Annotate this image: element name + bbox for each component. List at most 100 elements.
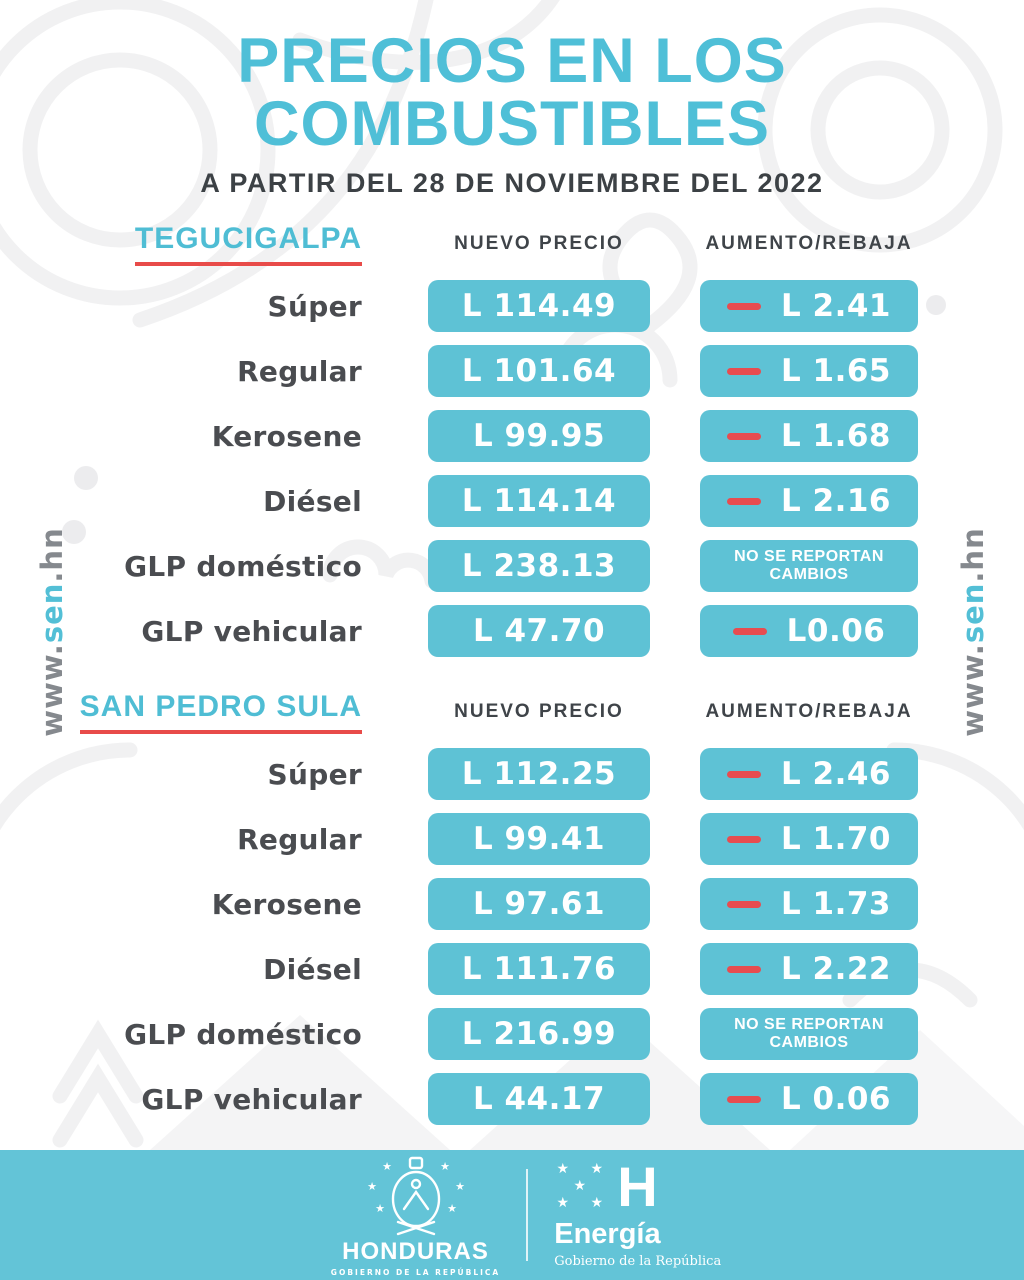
fuel-label: GLP vehicular — [141, 1082, 362, 1116]
honduras-logo: ★ ★ ★ ★ ★ ★ HONDURAS — [331, 1154, 500, 1277]
price-value: L 238.13 — [461, 548, 617, 584]
change-badge: L 1.68 — [700, 410, 918, 462]
change-badge: L 2.22 — [700, 943, 918, 995]
h-brand-letter: H — [617, 1154, 658, 1218]
fuel-row-glp-domestico: GLP doméstico L 238.13 NO SE REPORTAN CAM… — [0, 540, 1024, 592]
fuel-row-glp-domestico: GLP doméstico L 216.99 NO SE REPORTAN CAM… — [0, 1008, 1024, 1060]
fuel-label: Diésel — [263, 952, 362, 986]
section-header-row: SAN PEDRO SULA NUEVO PRECIO AUMENTO/REBA… — [0, 690, 1024, 734]
fuel-label: Kerosene — [211, 887, 362, 921]
price-value: L 112.25 — [461, 756, 617, 792]
page-title-line1: PRECIOS EN LOS — [237, 26, 787, 96]
price-rows: Súper L 112.25 L 2.46 Regular L 99.41 L … — [0, 748, 1024, 1125]
fuel-row-super: Súper L 114.49 L 2.41 — [0, 280, 1024, 332]
fuel-label: Kerosene — [211, 419, 362, 453]
no-change-line1: NO SE REPORTAN — [734, 548, 884, 566]
price-badge: L 101.64 — [428, 345, 650, 397]
decrease-dash-icon — [726, 367, 761, 375]
change-value: L 1.73 — [780, 886, 892, 922]
decrease-dash-icon — [726, 835, 761, 843]
svg-text:★: ★ — [367, 1180, 377, 1193]
fuel-row-kerosene: Kerosene L 99.95 L 1.68 — [0, 410, 1024, 462]
change-value: L 2.46 — [780, 756, 892, 792]
price-value: L 97.61 — [472, 886, 606, 922]
change-badge: L 1.70 — [700, 813, 918, 865]
price-value: L 114.14 — [461, 483, 617, 519]
price-value: L 44.17 — [472, 1081, 606, 1117]
price-badge: L 44.17 — [428, 1073, 650, 1125]
section-header-row: TEGUCIGALPA NUEVO PRECIO AUMENTO/REBAJA — [0, 222, 1024, 266]
fuel-row-glp-vehicular: GLP vehicular L 44.17 L 0.06 — [0, 1073, 1024, 1125]
price-value: L 114.49 — [461, 288, 617, 324]
section-tegucigalpa: TEGUCIGALPA NUEVO PRECIO AUMENTO/REBAJA … — [0, 222, 1024, 657]
decrease-dash-icon — [726, 900, 761, 908]
fuel-label: GLP doméstico — [124, 1017, 362, 1051]
honduras-label: HONDURAS — [342, 1237, 489, 1265]
price-value: L 101.64 — [461, 353, 617, 389]
decrease-dash-icon — [732, 627, 767, 635]
decrease-dash-icon — [726, 302, 761, 310]
svg-text:★: ★ — [382, 1160, 392, 1173]
price-value: L 99.95 — [472, 418, 606, 454]
five-stars-icon: ★ ★ ★ ★ ★ — [556, 1161, 604, 1211]
energia-label: Energía — [554, 1218, 661, 1250]
column-header-change: AUMENTO/REBAJA — [705, 701, 913, 722]
change-badge: L0.06 — [700, 605, 918, 657]
change-value: L 1.68 — [780, 418, 892, 454]
price-badge: L 112.25 — [428, 748, 650, 800]
change-value: L 0.06 — [780, 1081, 892, 1117]
honduras-caption: GOBIERNO DE LA REPÚBLICA — [330, 1267, 501, 1277]
svg-text:★: ★ — [447, 1202, 457, 1215]
price-badge: L 47.70 — [428, 605, 650, 657]
fuel-label: Súper — [267, 757, 362, 791]
change-badge: L 2.41 — [700, 280, 918, 332]
column-header-change: AUMENTO/REBAJA — [705, 233, 913, 254]
city-heading: SAN PEDRO SULA — [79, 690, 362, 734]
effective-date-subtitle: A PARTIR DEL 28 DE NOVIEMBRE DEL 2022 — [200, 168, 824, 198]
column-header-new-price: NUEVO PRECIO — [454, 701, 624, 722]
change-value: L 2.41 — [780, 288, 892, 324]
fuel-label: Regular — [237, 354, 362, 388]
section-san-pedro-sula: SAN PEDRO SULA NUEVO PRECIO AUMENTO/REBA… — [0, 690, 1024, 1125]
change-value: L 1.70 — [780, 821, 892, 857]
fuel-label: Súper — [267, 289, 362, 323]
fuel-label: Diésel — [263, 484, 362, 518]
price-badge: L 114.49 — [428, 280, 650, 332]
footer-divider — [526, 1169, 529, 1261]
energia-caption: Gobierno de la República — [554, 1254, 722, 1269]
price-badge: L 216.99 — [428, 1008, 650, 1060]
price-value: L 47.70 — [472, 613, 606, 649]
fuel-row-kerosene: Kerosene L 97.61 L 1.73 — [0, 878, 1024, 930]
fuel-label: GLP vehicular — [141, 614, 362, 648]
fuel-row-regular: Regular L 101.64 L 1.65 — [0, 345, 1024, 397]
fuel-row-super: Súper L 112.25 L 2.46 — [0, 748, 1024, 800]
change-value: L0.06 — [786, 613, 886, 649]
fuel-label: GLP doméstico — [124, 549, 362, 583]
change-badge: L 0.06 — [700, 1073, 918, 1125]
price-badge: L 99.41 — [428, 813, 650, 865]
change-badge: L 1.65 — [700, 345, 918, 397]
no-change-badge: NO SE REPORTAN CAMBIOS — [700, 1008, 918, 1060]
change-value: L 2.22 — [780, 951, 892, 987]
change-badge: L 2.16 — [700, 475, 918, 527]
fuel-row-regular: Regular L 99.41 L 1.70 — [0, 813, 1024, 865]
page-title-line2: COMBUSTIBLES — [254, 89, 770, 159]
price-badge: L 114.14 — [428, 475, 650, 527]
energia-logo: ★ ★ ★ ★ ★ H Energía Gobierno de la Repúb… — [554, 1154, 722, 1269]
title-block: PRECIOS EN LOS COMBUSTIBLES A PARTIR DEL… — [0, 30, 1024, 199]
government-footer: ★ ★ ★ ★ ★ ★ HONDURAS — [0, 1150, 1024, 1280]
fuel-label: Regular — [237, 822, 362, 856]
column-header-new-price: NUEVO PRECIO — [454, 233, 624, 254]
decrease-dash-icon — [726, 497, 761, 505]
change-value: L 2.16 — [780, 483, 892, 519]
no-change-line2: CAMBIOS — [769, 1034, 849, 1051]
price-value: L 111.76 — [461, 951, 617, 987]
decrease-dash-icon — [726, 965, 761, 973]
decrease-dash-icon — [726, 432, 761, 440]
fuel-row-glp-vehicular: GLP vehicular L 47.70 L0.06 — [0, 605, 1024, 657]
fuel-row-diesel: Diésel L 114.14 L 2.16 — [0, 475, 1024, 527]
price-badge: L 97.61 — [428, 878, 650, 930]
price-badge: L 111.76 — [428, 943, 650, 995]
city-heading: TEGUCIGALPA — [134, 222, 362, 266]
